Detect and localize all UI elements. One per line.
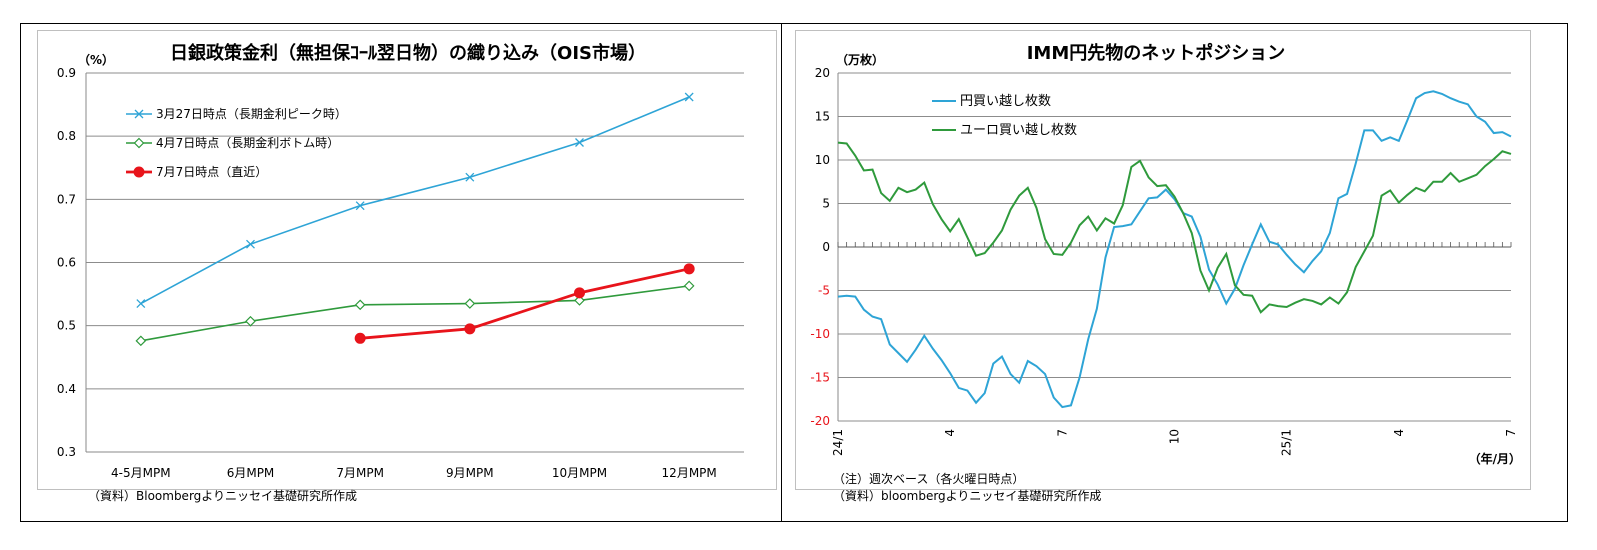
y-axis-unit: （万枚） [836,52,884,67]
series-3-point [354,332,366,344]
y-tick-label: 0.3 [57,445,76,459]
legend-label-3: 7月7日時点（直近） [156,165,267,179]
series-1-point [136,299,146,309]
series-line-1 [140,96,690,305]
y-tick-label: 0.6 [57,256,76,270]
y-tick-label: 10 [815,153,830,167]
series-3-point [574,287,585,299]
series-2-point [574,295,585,306]
ois-chart: 日銀政策金利（無担保ｺｰﾙ翌日物）の織り込み（OIS市場） （%）0.9 0.8 0.… [57,42,744,480]
y-tick-label: 15 [815,110,830,124]
x-tick-label: 12月MPM [662,466,717,480]
series-3-point [683,263,695,275]
x-tick-label: 4-5月MPM [111,466,171,480]
y-tick-label: 0 [822,240,830,254]
y-tick-label: 0.9 [57,66,76,80]
series-2-point [354,299,366,311]
x-tick-label: 25/1 [1280,429,1294,456]
chart-title: IMM円先物のネットポジション [1027,42,1286,64]
x-tick-label: 4 [1392,429,1406,437]
x-tick-label: 6月MPM [227,466,275,480]
legend-label-2: 4月7日時点（長期金利ボトム時） [156,135,339,150]
legend-marker-2 [133,137,145,149]
y-tick-label: -5 [818,284,830,298]
x-tick-label: 4 [943,429,957,437]
y-tick-label: -10 [810,327,830,341]
series-line-2 [140,285,690,342]
series-1-point [684,92,694,102]
legend-marker-1 [134,109,144,119]
series-line-2 [837,141,1512,314]
series-1-point [575,138,584,147]
series-1-point [355,201,365,211]
imm-source-note: （資料）bloombergよりニッセイ基礎研究所作成 [833,488,1101,503]
series-2-point [245,315,256,327]
series-3-point [464,323,476,335]
imm-chart-panel: IMM円先物のネットポジション （万枚） 20 15 10 5 0 -5 -10 -15 -20 24… [795,30,1531,503]
y-tick-label: 0.4 [57,382,76,396]
legend-label-2: ユーロ買い越し枚数 [960,123,1077,138]
chart-title: 日銀政策金利（無担保ｺｰﾙ翌日物）の織り込み（OIS市場） [170,42,646,64]
imm-note: （注）週次ベース（各火曜日時点） [833,471,1024,486]
y-tick-label: -20 [810,414,830,428]
panel-divider [781,23,782,522]
legend-label-1: 円買い越し枚数 [960,94,1051,109]
y-tick-label: 5 [822,197,830,211]
series-line-3 [360,267,690,340]
x-tick-label: 10 [1168,429,1182,444]
y-tick-label: 0.7 [57,192,76,206]
imm-chart: IMM円先物のネットポジション （万枚） 20 15 10 5 0 -5 -10 -15 -2024… [810,42,1521,503]
series-1-point [246,239,255,249]
y-tick-label: 20 [815,66,830,80]
x-tick-label: 7月MPM [336,466,384,480]
x-axis-unit: （年/月） [1469,451,1521,466]
y-tick-label: -15 [810,371,830,385]
series-line-1 [837,90,1512,409]
y-axis-unit: （%） [78,52,114,67]
x-tick-label: 24/1 [831,429,845,456]
x-tick-label: 7 [1055,429,1069,437]
figure-frame [20,23,1568,522]
ois-source-note: （資料）Bloombergよりニッセイ基礎研究所作成 [88,489,358,503]
y-tick-label: 0.5 [57,319,76,333]
x-tick-label: 9月MPM [446,466,494,480]
series-2-point [683,280,695,292]
x-tick-label: 7 [1504,429,1518,437]
series-2-point [464,298,476,309]
y-tick-label: 0.8 [57,129,76,143]
ois-chart-panel: 日銀政策金利（無担保ｺｰﾙ翌日物）の織り込み（OIS市場） （%） 0.9 0.8 0.… [37,30,777,490]
legend-marker-3 [133,166,145,178]
series-2-point [135,335,147,347]
legend-label-1: 3月27日時点（長期金利ピーク時） [156,106,347,121]
series-1-point [465,172,475,182]
x-tick-label: 10月MPM [552,466,607,480]
